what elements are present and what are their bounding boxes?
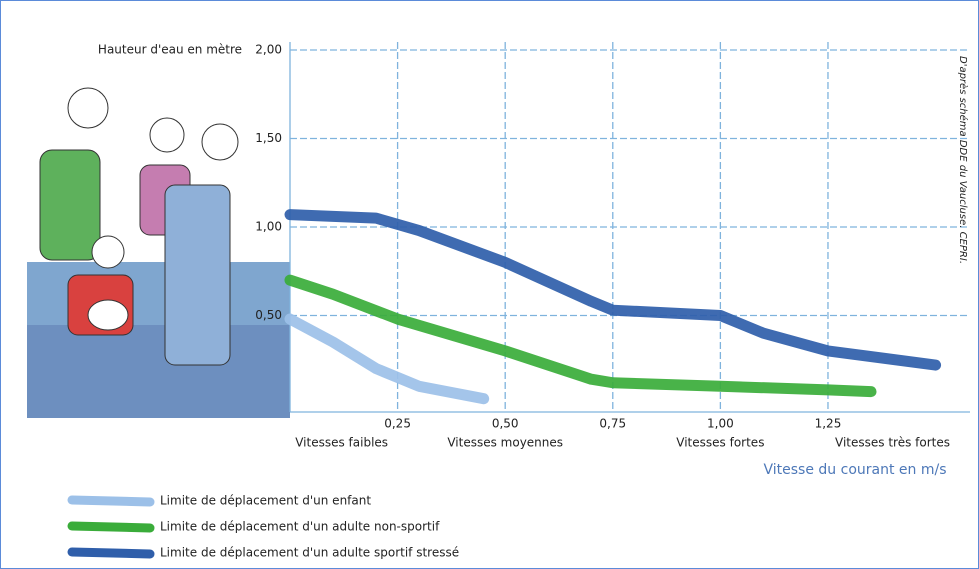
legend-label: Limite de déplacement d'un adulte sporti… [160, 546, 459, 560]
legend-label: Limite de déplacement d'un enfant [160, 494, 371, 508]
y-tick-label: 1,00 [255, 220, 282, 234]
source-note: D'après schéma DDE du Vaucluse. CEPRI. [957, 56, 969, 264]
zone-label: Vitesses moyennes [447, 436, 563, 450]
legend-swatch [72, 526, 150, 528]
x-tick-label: 1,25 [815, 417, 842, 431]
x-tick-label: 1,00 [707, 417, 734, 431]
x-tick-label: 0,75 [599, 417, 626, 431]
page: 0,50 1,00 1,50 2,00 0,25 0,50 0,75 1,00 1,25 Vite… [0, 0, 979, 569]
y-tick-label: 2,00 [255, 43, 282, 57]
y-tick-label: 0,50 [255, 308, 282, 322]
x-tick-label: 0,50 [492, 417, 519, 431]
legend-swatch [72, 552, 150, 554]
chart: 0,50 1,00 1,50 2,00 0,25 0,50 0,75 1,00 1,25 Vite… [0, 0, 979, 569]
family-illustration [27, 88, 290, 418]
zone-label: Vitesses très fortes [835, 436, 950, 450]
zone-label: Vitesses faibles [295, 436, 388, 450]
legend-swatch [72, 500, 150, 502]
x-tick-label: 0,25 [384, 417, 411, 431]
legend-label: Limite de déplacement d'un adulte non-sp… [160, 520, 440, 534]
y-tick-label: 1,50 [255, 131, 282, 145]
x-axis-label: Vitesse du courant en m/s [764, 462, 947, 478]
y-axis-label: Hauteur d'eau en mètre [98, 43, 242, 57]
zone-label: Vitesses fortes [676, 436, 764, 450]
